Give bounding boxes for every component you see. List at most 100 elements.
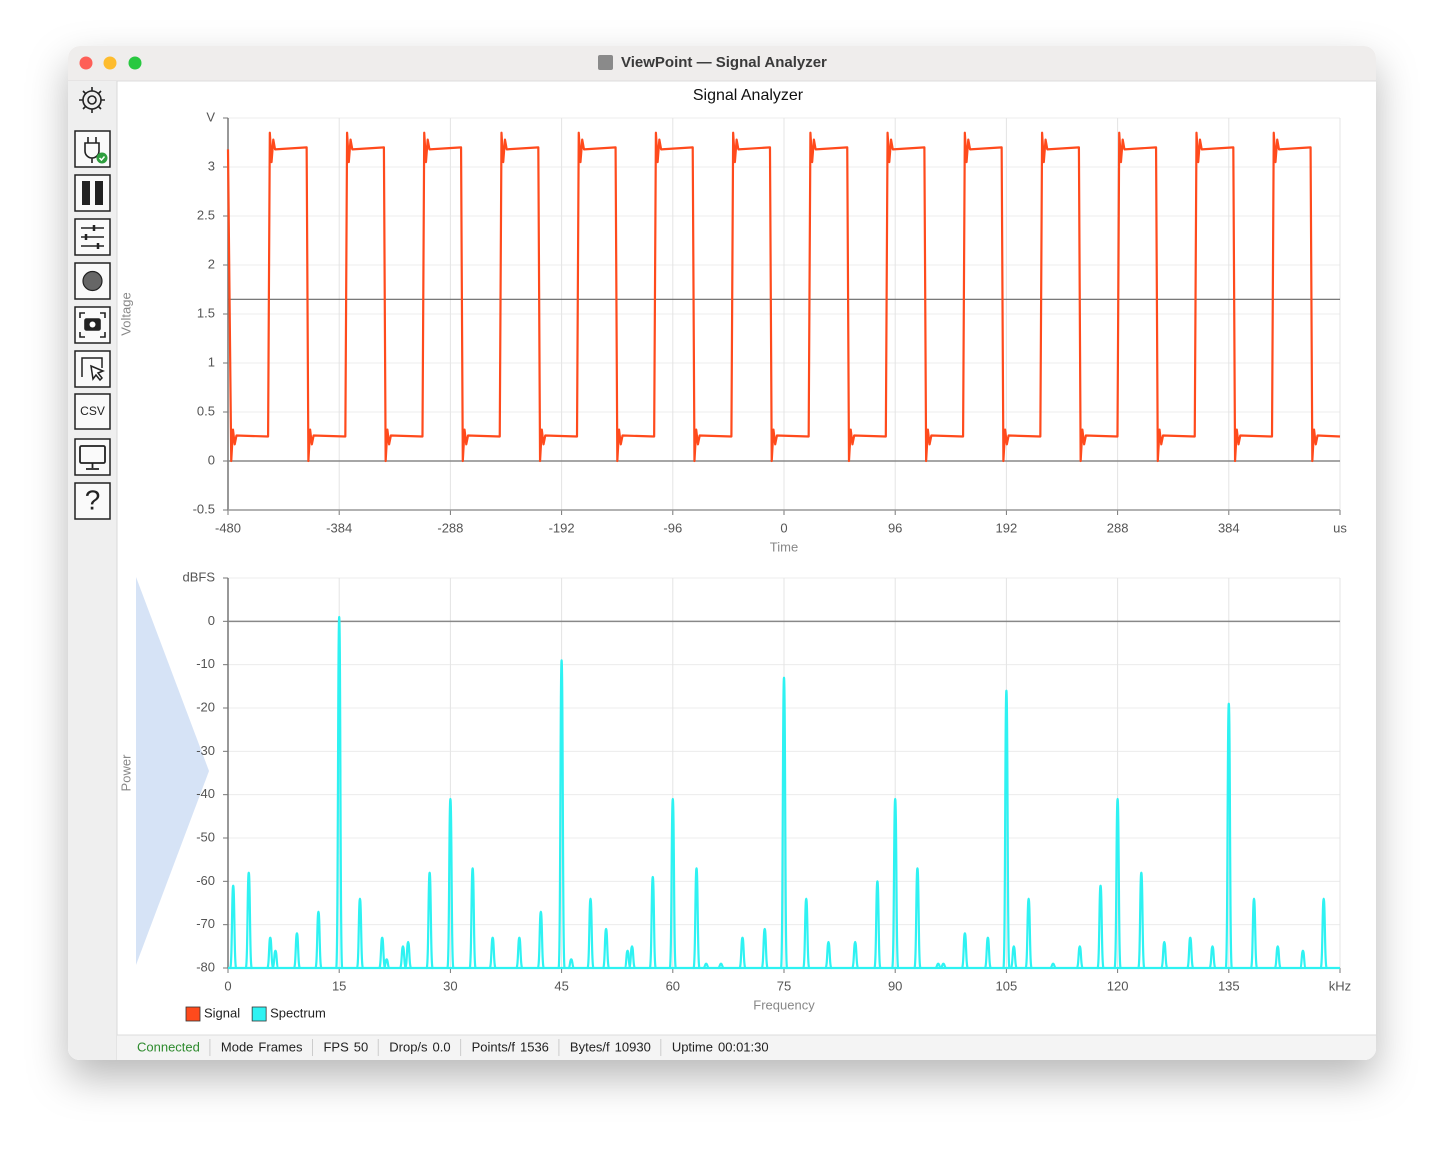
x-tick-label: 45 xyxy=(554,978,568,993)
spectrum-peak xyxy=(292,932,302,970)
spectrum-peak xyxy=(648,875,657,970)
x-tick-label: kHz xyxy=(1329,978,1351,993)
splitter-indicator xyxy=(136,577,209,965)
y-tick-label: -50 xyxy=(196,829,215,844)
window xyxy=(68,46,1376,1060)
spectrum-peak xyxy=(314,910,323,970)
y-tick-label: dBFS xyxy=(182,569,215,584)
x-tick-label: us xyxy=(1333,520,1347,535)
spectrum-peak xyxy=(934,962,942,970)
y-axis-title: Power xyxy=(118,754,133,792)
x-tick-label: -384 xyxy=(326,520,352,535)
spectrum-peak xyxy=(873,880,882,970)
help-button[interactable] xyxy=(74,482,111,520)
y-tick-label: -30 xyxy=(196,743,215,758)
title-bar xyxy=(68,46,1376,81)
y-tick-label: 0.5 xyxy=(197,403,215,418)
y-axis-title: Voltage xyxy=(118,292,133,335)
x-tick-label: 288 xyxy=(1107,520,1129,535)
x-tick-label: 96 xyxy=(888,520,902,535)
x-tick-label: 15 xyxy=(332,978,346,993)
spectrum-peak xyxy=(1160,940,1169,970)
spectrum-peak xyxy=(779,676,789,970)
status-label: Bytes/f xyxy=(570,1039,610,1054)
legend-swatch xyxy=(251,1006,267,1022)
spectrum-peak xyxy=(824,940,833,970)
status-label: Drop/s xyxy=(389,1039,428,1054)
spectrum-peak xyxy=(383,958,391,970)
y-tick-label: -60 xyxy=(196,873,215,888)
spectrum-peak xyxy=(717,962,725,970)
spectrum-peak xyxy=(1137,871,1146,970)
status-items: Mode Frames FPS 50 Drop/s 0.0 Points/f 1536 Byte… xyxy=(209,1039,769,1056)
spectrum-peak xyxy=(1002,689,1011,970)
spectrum-peak xyxy=(851,940,860,970)
y-tick-label: V xyxy=(206,109,215,124)
y-tick-label: 0 xyxy=(208,452,215,467)
status-value: 1536 xyxy=(520,1039,549,1054)
spectrum-peak xyxy=(488,936,497,970)
spectrum-peak xyxy=(1075,945,1084,970)
spectrum-peak xyxy=(1096,884,1105,970)
y-tick-label: -20 xyxy=(196,699,215,714)
spectrum-peak xyxy=(557,659,566,970)
spectrum-peak xyxy=(1049,962,1057,970)
pause-button[interactable] xyxy=(74,174,111,212)
x-tick-label: 90 xyxy=(888,978,902,993)
status-label: Points/f xyxy=(472,1039,516,1054)
spectrum-peak xyxy=(1208,945,1217,970)
status-value: 00:01:30 xyxy=(718,1039,769,1054)
close-button[interactable] xyxy=(79,56,93,70)
sliders-icon xyxy=(81,225,104,249)
spectrum-peak xyxy=(355,897,365,970)
spectrum-peak xyxy=(425,871,434,970)
spectrum-peak xyxy=(668,797,677,970)
csv-label: CSV xyxy=(80,404,105,418)
y-tick-label: -70 xyxy=(196,916,215,931)
minimize-button[interactable] xyxy=(103,56,117,70)
signal-line xyxy=(226,131,1341,463)
connected-badge xyxy=(96,152,108,164)
y-tick-label: 1 xyxy=(208,354,215,369)
spectrum-peak xyxy=(335,615,344,970)
spectrum-peak xyxy=(802,897,811,970)
x-tick-label: -192 xyxy=(549,520,575,535)
csv-button[interactable] xyxy=(74,393,111,430)
status-label: Uptime xyxy=(672,1039,713,1054)
status-value: 50 xyxy=(354,1039,368,1054)
record-icon xyxy=(82,270,103,292)
spectrum-peak xyxy=(960,932,969,970)
spectrum-peak xyxy=(1249,897,1259,970)
spectrum-peak xyxy=(738,936,747,970)
spectrum-peak xyxy=(1298,949,1308,970)
spectrum-peak xyxy=(567,958,575,970)
legend-label: Spectrum xyxy=(270,1005,326,1020)
spectrum-peak xyxy=(692,867,701,970)
x-tick-label: 135 xyxy=(1218,978,1240,993)
spectrum-peak xyxy=(271,949,280,970)
spectrum-peak xyxy=(586,897,595,970)
spectrum-peak xyxy=(1273,945,1282,970)
x-tick-label: 105 xyxy=(996,978,1018,993)
spectrum-peak xyxy=(760,927,769,970)
status-bar xyxy=(117,1035,1376,1060)
x-tick-label: 60 xyxy=(666,978,680,993)
spectrum-peak xyxy=(601,927,611,970)
x-tick-label: 120 xyxy=(1107,978,1129,993)
help-label: ? xyxy=(85,484,101,515)
spectrum-peak xyxy=(446,797,455,970)
connection-state: Connected xyxy=(137,1039,200,1054)
settings-button[interactable] xyxy=(79,87,105,113)
legend-label: Signal xyxy=(204,1005,240,1020)
spectrum-peak xyxy=(1224,702,1233,970)
spectrum-peak xyxy=(1186,936,1195,970)
spectrum-peak xyxy=(398,945,408,970)
x-tick-label: 30 xyxy=(443,978,457,993)
spectrum-peak xyxy=(627,945,637,970)
window-title: ViewPoint — Signal Analyzer xyxy=(621,54,827,71)
zoom-button[interactable] xyxy=(128,56,142,70)
status-value: Frames xyxy=(258,1039,303,1054)
y-tick-label: 1.5 xyxy=(197,305,215,320)
